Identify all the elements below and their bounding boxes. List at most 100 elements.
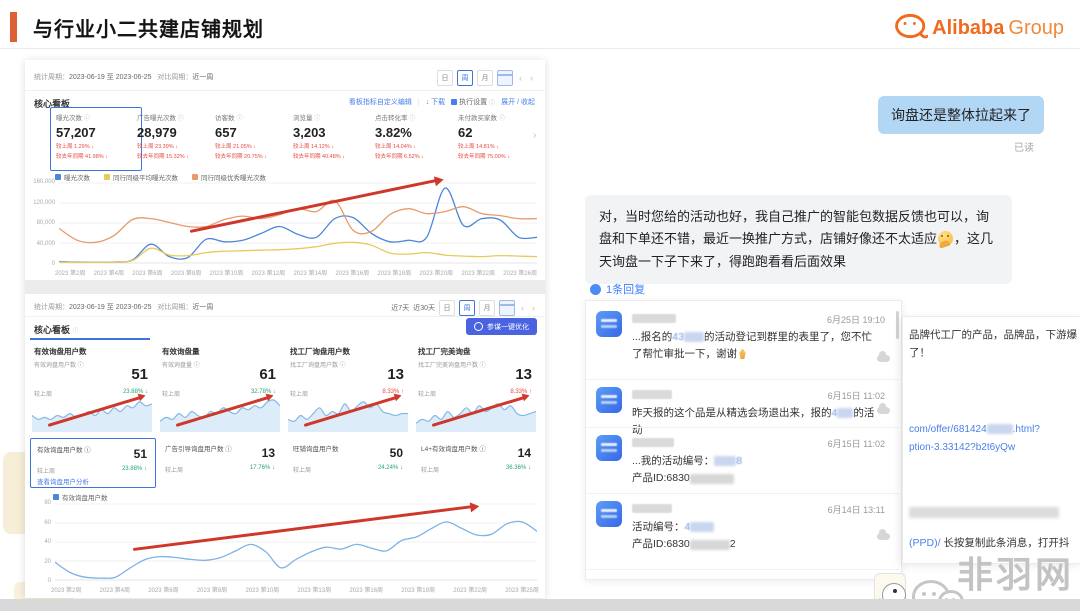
last7-button[interactable]: 近7天: [391, 305, 410, 312]
alibaba-logo: Alibaba Group: [894, 12, 1064, 45]
metric-card[interactable]: 未付款买家数 ⓘ 62 较上周 14.81% ↓ 较去年同期 75.00% ↓: [458, 115, 510, 160]
read-receipt: 已读: [1014, 143, 1034, 154]
metric-card[interactable]: 曝光次数 ⓘ 57,207 较上周 1.29% ↓ 较去年同期 41.98% ↓: [50, 107, 142, 171]
copy-hint: (PPD)/ 长按复制此条消息，打开抖: [909, 537, 1070, 549]
metric-card[interactable]: 广告曝光次数 ⓘ 28,979 较上周 23.39% ↓ 较去年同期 15.32…: [137, 115, 189, 160]
x-tick-label: 2023 第22周: [461, 271, 496, 277]
prev-icon[interactable]: ‹: [521, 303, 524, 313]
metric-card[interactable]: 访客数 ⓘ 657 较上周 21.05% ↓ 较去年同期 20.75% ↓: [215, 115, 267, 160]
next-icon[interactable]: ›: [530, 73, 533, 83]
reply-link[interactable]: 1条回复: [590, 281, 645, 297]
list-item[interactable]: 6月15日 11:02 ...我的活动编号： 8 产品ID:6830: [586, 435, 899, 491]
dash2-line-chart: [55, 503, 537, 581]
legend-swatch: [55, 174, 61, 180]
sparkline-chart: [288, 401, 408, 432]
x-tick-label: 2023 第14周: [293, 271, 328, 277]
x-tick-label: 2023 第6周: [148, 588, 179, 594]
next-icon[interactable]: ›: [532, 303, 535, 313]
dash1-period: 统计周期：2023-06-19 至 2023-06-25 对比周期：近一周: [34, 74, 214, 81]
x-tick-label: 2023 第19周: [401, 588, 435, 594]
week-button[interactable]: 周: [457, 70, 473, 86]
last30-button[interactable]: 近30天: [413, 305, 435, 312]
x-tick-label: 2023 第8周: [170, 271, 202, 277]
more-metrics-icon[interactable]: ›: [533, 130, 537, 141]
x-tick-label: 2023 第26周: [503, 271, 537, 277]
list-item[interactable]: 6月25日 19:10 ...报名的43 的活动登记到群里的表里了，您不忙了帮忙审…: [586, 311, 899, 377]
x-tick-label: 2023 第4周: [99, 588, 130, 594]
day-button[interactable]: 日: [439, 300, 455, 316]
sparkline-chart: [416, 403, 536, 432]
title-bar: 与行业小二共建店铺规划 Alibaba Group: [0, 0, 1080, 49]
advisor-optimize-button[interactable]: 参谋一键优化: [466, 318, 537, 335]
dash1-granularity: 日 周 月 ‹ ›: [437, 70, 535, 86]
divider: [586, 427, 899, 428]
collapse-link[interactable]: 展开 / 收起: [501, 99, 535, 106]
x-tick-label: 2023 第6周: [132, 271, 163, 277]
x-tick-label: 2023 第20周: [419, 271, 454, 277]
calendar-icon[interactable]: [499, 300, 515, 316]
divider: [25, 90, 545, 91]
list-item[interactable]: 6月14日 13:11 活动编号：4 产品ID:6830 2: [586, 501, 899, 563]
divider: [586, 493, 899, 494]
brand-name: Alibaba: [932, 17, 1005, 39]
dash2-granularity: 近7天 近30天 日 周 月 ‹ ›: [391, 300, 537, 316]
setting-icon: [451, 99, 458, 105]
prev-icon[interactable]: ‹: [519, 73, 522, 83]
month-button[interactable]: 月: [479, 300, 495, 316]
divider: [586, 379, 899, 380]
avatar: [596, 311, 622, 337]
blurred-name: [632, 314, 676, 323]
x-tick-label: 2023 第2周: [51, 588, 82, 594]
metric-card[interactable]: 广告引导询盘用户数 ⓘ 13 较上周 17.76% ↓: [165, 446, 275, 474]
panel-gap: [25, 280, 545, 294]
advisor-icon: [474, 322, 483, 331]
dash2-yaxis: 80 60 40 20 0: [44, 500, 51, 584]
inquiry-analysis-link[interactable]: 查看询盘用户分析: [37, 479, 89, 486]
day-button[interactable]: 日: [437, 70, 453, 86]
week-button[interactable]: 周: [459, 300, 475, 316]
dash2-legend: 有效询盘用户数: [53, 492, 108, 502]
x-tick-label: 2023 第18周: [377, 271, 412, 277]
list-item[interactable]: 6月15日 11:02 昨天报的这个品是从精选会场退出来，报的4 的活动: [586, 387, 899, 436]
x-tick-label: 2023 第2周: [55, 271, 86, 277]
blurred-line: [909, 507, 1059, 518]
title-accent-bar: [10, 12, 17, 42]
tab-effective-inquiries[interactable]: 有效询盘量 有效询盘量 ⓘ 61 较上周 32.78% ↓: [158, 340, 286, 434]
brand-suffix: Group: [1008, 17, 1064, 39]
metric-card[interactable]: 浏览量 ⓘ 3,203 较上周 14.12% ↓ 较去年同期 40.48% ↓: [293, 115, 345, 160]
sparkline-chart: [160, 399, 280, 432]
cloud-icon: [877, 351, 890, 362]
setting-link[interactable]: 执行设置 ⓘ: [451, 97, 495, 107]
legend-swatch: [192, 174, 198, 180]
metric-card[interactable]: 旺铺询盘用户数 50 较上周 24.24% ↓: [293, 446, 403, 474]
offer-link[interactable]: com/offer/681424 .html? ption-3.33142?b2t…: [909, 424, 1040, 453]
legend-swatch: [104, 174, 110, 180]
dash2-period: 统计周期：2023-06-19 至 2023-06-25 对比周期：近一周: [34, 304, 214, 311]
edit-board-link[interactable]: 看板指标自定义编辑: [348, 99, 412, 106]
x-tick-label: 2023 第8周: [196, 588, 228, 594]
metric-card[interactable]: 有效询盘用户数 ⓘ 51 较上周 23.88% ↓ 查看询盘用户分析: [30, 438, 156, 488]
sent-chat-bubble: 询盘还是整体拉起来了: [878, 96, 1044, 134]
side-message-panel: 品牌代工厂的产品，品牌品，下游爆了！ com/offer/681424 .html…: [902, 316, 1080, 564]
tab-effective-inquiry-users[interactable]: 有效询盘用户数 有效询盘用户数 ⓘ 51 较上周 23.88% ↓: [30, 338, 158, 434]
cloud-icon: [877, 403, 890, 414]
tab-factory-perfect-inquiry[interactable]: 找工厂完美询盘 找工厂完美询盘用户数 ⓘ 13 较上周 8.33% ↑: [414, 340, 542, 434]
metric-card[interactable]: L4+有效询盘用户数 ⓘ 14 较上周 36.36% ↓: [421, 446, 531, 474]
avatar: [596, 435, 622, 461]
x-tick-label: 2023 第4周: [93, 271, 124, 277]
download-link[interactable]: ↓ 下载: [425, 99, 446, 106]
footer-strip: [0, 599, 1080, 611]
metric-card[interactable]: 点击转化率 ⓘ 3.82% 较上周 14.04% ↓ 较去年同期 6.52% ↓: [375, 115, 424, 160]
dash2-xaxis: 2023 第2周 2023 第4周 2023 第6周 2023 第8周 2023 第10…: [51, 585, 539, 594]
dash1-board-title: 核心看板: [34, 99, 71, 109]
tab-factory-inquiry-users[interactable]: 找工厂询盘用户数 找工厂询盘用户数 ⓘ 13 较上周 8.33% ↑: [286, 340, 414, 434]
sparkline-chart: [32, 401, 152, 432]
month-button[interactable]: 月: [477, 70, 493, 86]
chat-message-list: 6月25日 19:10 ...报名的43 的活动登记到群里的表里了，您不忙了帮忙审…: [585, 300, 902, 580]
x-tick-label: 2023 第16周: [335, 271, 370, 277]
scrollbar[interactable]: [896, 311, 899, 339]
x-tick-label: 2023 第16周: [349, 588, 384, 594]
dash1-yaxis: 160,000 120,000 80,000 40,000 0: [33, 179, 55, 267]
calendar-icon[interactable]: [497, 70, 513, 86]
